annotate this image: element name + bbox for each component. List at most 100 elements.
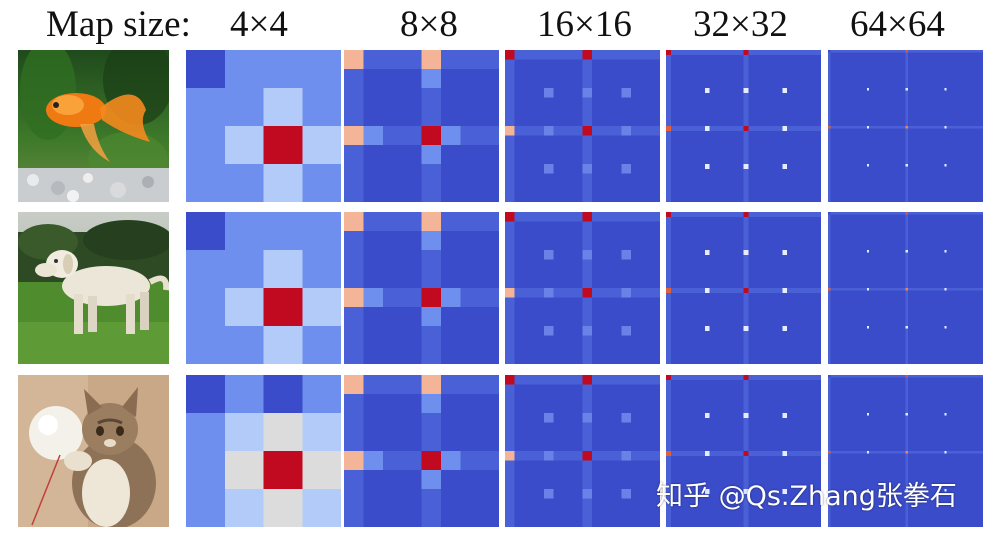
heatmap-cell <box>621 489 631 499</box>
heatmap-grid <box>666 50 821 202</box>
heatmap-cell <box>582 489 593 499</box>
heatmap-cell <box>905 326 908 329</box>
heatmap-cell <box>440 451 461 470</box>
heatmap-cell <box>302 164 341 202</box>
heatmap-cell <box>263 126 303 164</box>
heatmap-cell <box>186 375 225 413</box>
heatmap-cell <box>421 145 441 164</box>
heatmap-cell <box>505 126 515 136</box>
heatmap-cell <box>421 212 441 231</box>
heatmap-cell <box>344 212 364 231</box>
heatmap-cell <box>543 489 554 499</box>
heatmap-cell <box>363 288 383 307</box>
heatmap-grid <box>828 50 983 202</box>
heatmap-cell <box>186 212 225 250</box>
heatmap-cell <box>344 126 364 145</box>
heatmap-cell <box>866 88 870 91</box>
heatmap-goldfish-4x4 <box>186 50 341 202</box>
heatmap-cell <box>743 288 749 293</box>
heatmap-cell <box>302 88 341 126</box>
heatmap-cell <box>782 88 788 93</box>
heatmap-cell <box>582 212 593 222</box>
heatmap-cell <box>440 288 461 307</box>
dog-image <box>18 212 169 364</box>
heatmap-grid <box>186 50 341 202</box>
heatmap-cell <box>905 375 908 378</box>
heatmap-cell <box>743 212 749 217</box>
heatmap-cat-16x16 <box>505 375 660 527</box>
heatmap-cell <box>302 250 341 288</box>
heatmap-dog-64x64 <box>828 212 983 364</box>
heatmap-cell <box>344 288 364 307</box>
heatmap-cell <box>263 451 303 489</box>
size-header-16x16: 16×16 <box>537 4 632 45</box>
heatmap-grid <box>186 212 341 364</box>
heatmap-cell <box>704 326 710 331</box>
heatmap-cell <box>505 212 515 222</box>
heatmap-cell <box>302 50 341 88</box>
heatmap-cell <box>866 250 870 253</box>
heatmap-cell <box>944 413 947 416</box>
heatmap-cell <box>302 489 341 527</box>
size-header-4x4: 4×4 <box>230 4 288 45</box>
heatmap-cell <box>543 413 554 423</box>
heatmap-cell <box>944 451 947 454</box>
heatmap-cell <box>905 489 908 492</box>
heatmap-cell <box>704 164 710 169</box>
heatmap-cell <box>505 288 515 298</box>
watermark: 知乎 @Qs.Zhang张拳石 <box>656 481 957 512</box>
heatmap-cell <box>866 451 870 454</box>
heatmap-cell <box>302 212 341 250</box>
heatmap-cat-64x64 <box>828 375 983 527</box>
heatmap-cell <box>363 451 383 470</box>
heatmap-cell <box>186 451 225 489</box>
heatmap-grid <box>505 375 660 527</box>
heatmap-cell <box>621 88 631 98</box>
heatmap-cell <box>186 164 225 202</box>
heatmap-cell <box>743 88 749 93</box>
heatmap-cell <box>666 212 671 217</box>
heatmap-cell <box>666 375 671 380</box>
heatmap-cell <box>224 50 264 88</box>
heatmap-cell <box>224 326 264 364</box>
heatmap-cell <box>582 250 593 260</box>
heatmap-cell <box>543 126 554 136</box>
heatmap-cell <box>905 413 908 416</box>
heatmap-cell <box>263 212 303 250</box>
heatmap-cell <box>224 164 264 202</box>
heatmap-cell <box>582 126 593 136</box>
heatmap-cell <box>421 69 441 88</box>
heatmap-cell <box>344 50 364 69</box>
heatmap-cell <box>704 88 710 93</box>
heatmap-cell <box>543 250 554 260</box>
heatmap-cat-4x4 <box>186 375 341 527</box>
heatmap-cell <box>905 88 908 91</box>
heatmap-cell <box>782 451 788 456</box>
heatmap-cell <box>743 451 749 456</box>
heatmap-cell <box>186 288 225 326</box>
heatmap-cell <box>944 288 947 291</box>
heatmap-cell <box>905 212 908 215</box>
heatmap-dog-4x4 <box>186 212 341 364</box>
heatmap-cell <box>263 413 303 451</box>
heatmap-grid <box>666 375 821 527</box>
heatmap-cell <box>905 288 908 291</box>
heatmap-cell <box>263 326 303 364</box>
heatmap-cell <box>944 126 947 129</box>
heatmap-grid <box>828 375 983 527</box>
heatmap-cell <box>782 288 788 293</box>
heatmap-cell <box>421 231 441 250</box>
heatmap-cell <box>704 413 710 418</box>
heatmap-cell <box>421 307 441 326</box>
heatmap-cell <box>543 164 554 174</box>
heatmap-cell <box>421 451 441 470</box>
map-size-label: Map size: <box>46 4 191 45</box>
heatmap-cell <box>186 50 225 88</box>
heatmap-cell <box>828 288 831 291</box>
heatmap-cell <box>782 164 788 169</box>
size-header-32x32: 32×32 <box>693 4 788 45</box>
heatmap-cell <box>302 451 341 489</box>
heatmap-cell <box>621 288 631 298</box>
heatmap-cell <box>421 126 441 145</box>
heatmap-cell <box>666 50 671 55</box>
